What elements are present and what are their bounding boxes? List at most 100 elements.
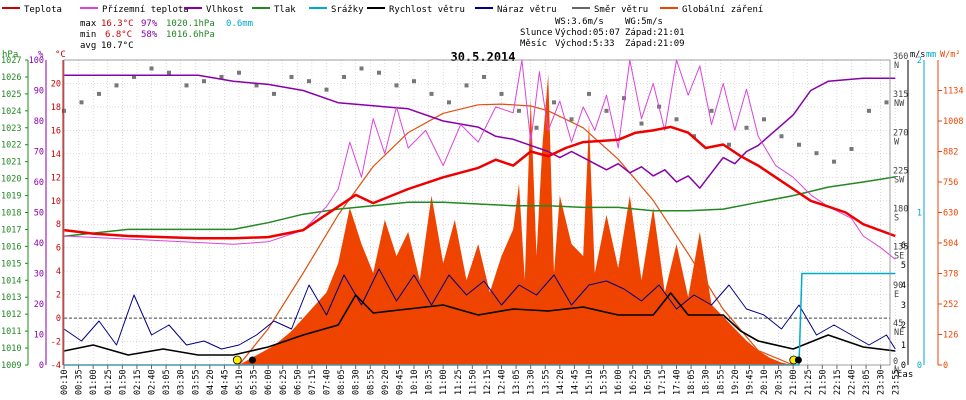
legend-label: Směr větru — [594, 5, 648, 15]
stat-max-label: max — [80, 19, 97, 29]
wm-tick-label: 882 — [943, 148, 958, 158]
ms-tick-label: 0 — [901, 361, 906, 371]
legend-label: Teplota — [24, 5, 62, 15]
hpa-tick-label: 1012 — [1, 310, 21, 320]
temperature-line — [63, 125, 896, 240]
mm-unit: mm — [926, 50, 936, 60]
time-label: 18:30 — [702, 369, 712, 395]
solar-area — [239, 74, 794, 365]
dir-tick-deg: 360 — [893, 52, 908, 62]
time-label: 12:40 — [498, 369, 508, 395]
wind-dir-point — [289, 74, 294, 79]
legend-label: Náraz větru — [497, 5, 557, 15]
time-label: 07:15 — [308, 369, 318, 395]
dir-tick-deg: 90 — [893, 281, 903, 291]
time-label: 20:10 — [760, 369, 770, 395]
time-label: 16:00 — [614, 369, 624, 395]
time-label: 06:25 — [279, 369, 289, 395]
time-label: 08:30 — [352, 369, 362, 395]
wind-dir-point — [254, 83, 259, 88]
temp-tick-label: 18 — [51, 103, 61, 113]
hpa-tick-label: 1020 — [1, 175, 21, 185]
dir-tick-deg: 0 — [893, 357, 898, 367]
hum-tick-label: 60 — [34, 178, 44, 188]
wind-dir-point — [499, 91, 504, 96]
temp-tick-label: 4 — [56, 267, 61, 277]
time-label: 13:55 — [541, 369, 551, 395]
time-label: 11:25 — [454, 369, 464, 395]
temp-tick-label: 10 — [51, 197, 61, 207]
wind-dir-point — [114, 83, 119, 88]
time-label: 00:10 — [60, 369, 70, 395]
astro-info: WS:3.6m/s WG:5m/s Slunce Východ:05:07 Zá… — [520, 17, 685, 49]
time-unit: čas — [897, 369, 913, 380]
time-label: 17:15 — [658, 369, 668, 395]
temp-tick-label: 0 — [56, 314, 61, 324]
stat-max-rain: 0.6mm — [226, 19, 253, 29]
wind-dir-point — [97, 91, 101, 96]
hum-tick-label: 90 — [34, 87, 44, 97]
time-label: 18:05 — [687, 369, 697, 395]
hum-tick-label: 0 — [39, 361, 44, 371]
wind-dir-point — [552, 100, 556, 105]
moon-label: Měsíc — [520, 39, 547, 49]
time-label: 10:35 — [425, 369, 435, 395]
wind-dir-point — [569, 117, 574, 122]
dir-tick-label: SE — [894, 252, 904, 262]
wind-dir-point — [202, 79, 206, 84]
hpa-tick-label: 1025 — [1, 90, 21, 100]
legend-label: Srážky — [331, 5, 364, 15]
time-label: 09:20 — [381, 369, 391, 395]
wind-dir-point — [604, 108, 609, 113]
time-label: 19:45 — [745, 369, 755, 395]
wind-dir-point — [464, 83, 469, 88]
time-label: 15:10 — [585, 369, 595, 395]
plot-frame — [63, 59, 891, 366]
stat-avg-label: avg — [80, 41, 96, 51]
wind-gust-line — [63, 268, 896, 350]
time-label: 01:00 — [89, 369, 99, 395]
legend-label: Rychlost větru — [389, 5, 465, 15]
wm-tick-label: 252 — [943, 300, 958, 310]
wm-tick-label: 756 — [943, 178, 958, 188]
hpa-tick-label: 1022 — [1, 141, 21, 151]
legend-label: Vlhkost — [206, 5, 244, 15]
time-label: 07:40 — [323, 369, 333, 395]
time-label: 06:00 — [264, 369, 274, 395]
wind-dir-point — [867, 108, 871, 113]
wind-dir-point — [219, 74, 224, 79]
time-label: 04:45 — [220, 369, 230, 395]
time-label: 16:25 — [629, 369, 639, 395]
time-label: 05:10 — [235, 369, 245, 395]
wind-dir-point — [359, 66, 364, 71]
stats-block: max 16.3°C 97% 1020.1hPa 0.6mm min 6.8°C… — [80, 19, 253, 51]
dir-tick-deg: 45 — [893, 319, 903, 329]
wind-dir-point — [744, 125, 749, 130]
moon-rise: Východ:5:33 — [555, 39, 615, 49]
dir-tick-deg: 135 — [893, 243, 908, 253]
hum-unit: % — [38, 50, 44, 60]
sun-rise: Východ:05:07 — [555, 28, 620, 38]
sun-set: Západ:21:01 — [625, 28, 685, 38]
moon-set: Západ:21:09 — [625, 39, 685, 49]
time-label: 23:55 — [891, 369, 901, 395]
dir-tick-label: NE — [894, 328, 904, 338]
dir-tick-deg: 225 — [893, 166, 908, 176]
wind-dir-point — [184, 83, 189, 88]
time-label: 11:00 — [439, 369, 449, 395]
wind-dir-point — [307, 79, 311, 84]
wind-dir-point — [237, 70, 241, 75]
hpa-tick-label: 1019 — [1, 192, 21, 202]
wind-dir-point — [814, 151, 819, 156]
plot-area — [62, 59, 896, 366]
temp-unit: °C — [55, 50, 66, 60]
mm-tick-label: 1 — [917, 209, 922, 219]
hum-tick-label: 40 — [34, 239, 44, 249]
wind-dir-point — [709, 108, 714, 113]
time-label: 06:50 — [293, 369, 303, 395]
time-label: 21:50 — [818, 369, 828, 395]
hum-tick-label: 50 — [34, 209, 44, 219]
ms-tick-label: 2 — [901, 321, 906, 331]
ms-tick-label: 6 — [901, 241, 906, 251]
